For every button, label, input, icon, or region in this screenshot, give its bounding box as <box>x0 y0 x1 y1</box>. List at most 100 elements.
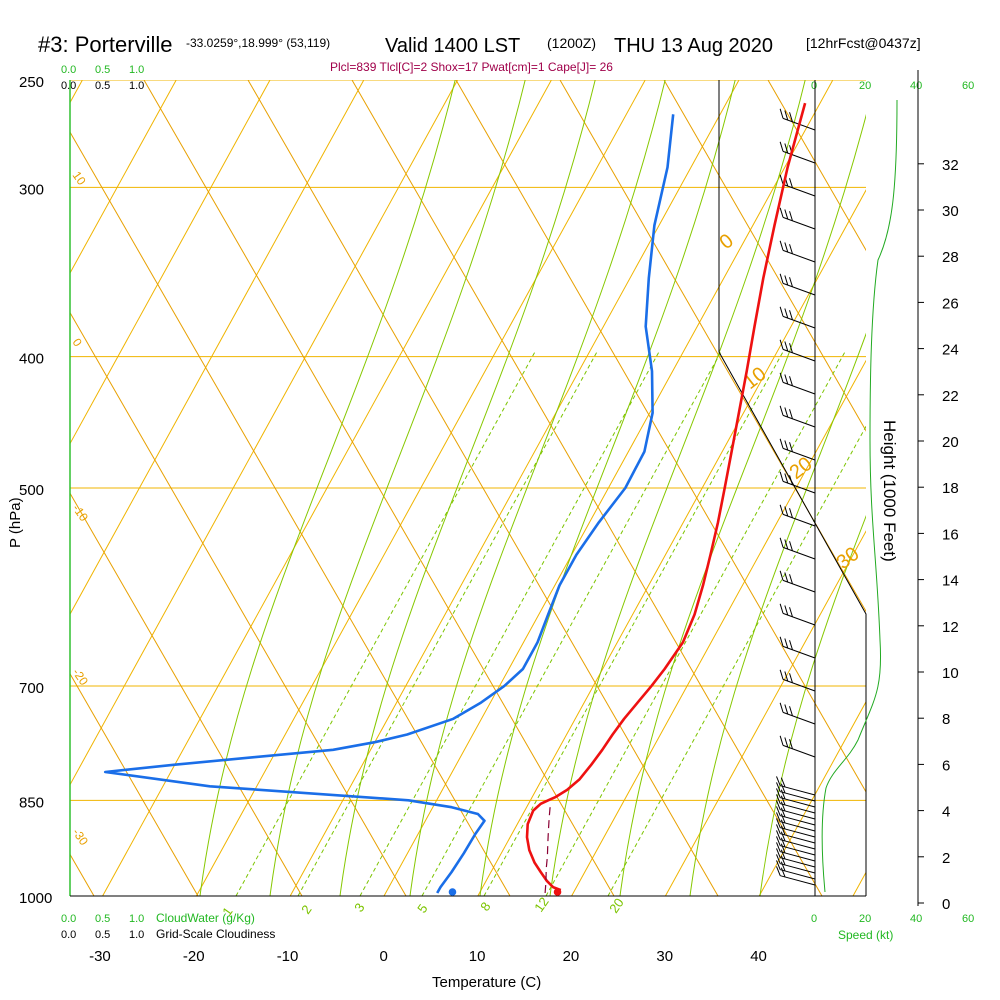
cloud-water-label: CloudWater (g/Kg) <box>156 911 255 925</box>
parcel-profile-line <box>544 807 551 894</box>
speed-tick-top: 40 <box>910 80 922 92</box>
dewpoint-surface-dot <box>448 888 457 896</box>
grid-layer <box>70 80 1000 896</box>
mixing-ratio-line <box>359 349 661 896</box>
wind-barb <box>779 372 816 395</box>
moist-adiabat-line <box>759 514 866 896</box>
dry-adiabat-line <box>70 672 199 896</box>
wind-barb <box>779 504 816 527</box>
speed-tick-top: 0 <box>811 80 817 92</box>
height-tick-label: 28 <box>942 249 959 266</box>
moist-adiabat-line <box>479 80 736 896</box>
forecast-info: [12hrFcst@0437z] <box>806 35 921 51</box>
cloud-water-tick: 1.0 <box>129 913 144 925</box>
pressure-tick-label: 250 <box>19 74 44 91</box>
mixing-ratio-label: 8 <box>477 899 493 914</box>
wind-barb <box>776 848 816 868</box>
speed-tick-top: 60 <box>962 80 974 92</box>
temperature-tick-label: 0 <box>380 948 388 965</box>
speed-tick-bottom: 40 <box>910 913 922 925</box>
cloud-water-tick: 0.5 <box>95 64 110 76</box>
wind-barb <box>776 842 816 862</box>
height-tick-label: 14 <box>942 573 959 590</box>
wind-barb <box>779 273 816 296</box>
isotherm-line <box>70 80 365 616</box>
mixing-ratio-line <box>297 349 599 896</box>
cloud-water-tick: 0.0 <box>61 64 76 76</box>
isotherm-line <box>195 80 646 896</box>
wind-barb <box>779 405 816 428</box>
height-tick-label: 6 <box>942 757 950 774</box>
height-tick-label: 2 <box>942 850 950 867</box>
wind-barb <box>776 824 816 844</box>
isotherm-line <box>383 80 834 896</box>
mixing-ratio-label: 12 <box>531 894 552 914</box>
dry-adiabat-line <box>455 80 866 793</box>
speed-tick-bottom: 60 <box>962 913 974 925</box>
cloudiness-tick: 0.5 <box>95 929 110 941</box>
dewpoint-profile-line <box>103 114 675 894</box>
bottom-left-scales: 0.0 0.5 1.0 CloudWater (g/Kg) 0.0 0.5 1.… <box>61 911 275 941</box>
pressure-tick-label: 400 <box>19 351 44 368</box>
valid-date: THU 13 Aug 2020 <box>614 35 773 57</box>
cloudiness-tick: 1.0 <box>129 929 144 941</box>
dry-adiabat-line <box>70 131 511 896</box>
wind-barb <box>776 818 816 838</box>
wind-barb <box>779 669 816 692</box>
mixing-ratio-label: 2 <box>298 902 314 917</box>
height-tick-label: 32 <box>942 157 959 174</box>
profile-layer <box>103 102 807 896</box>
dry-adiabat-label: 0 <box>70 336 85 350</box>
height-tick-label: 10 <box>942 665 959 682</box>
cloudiness-tick: 0.5 <box>95 80 110 92</box>
cloud-water-tick: 1.0 <box>129 64 144 76</box>
mixing-ratio-line <box>421 349 723 896</box>
isotherm-line <box>70 80 271 445</box>
moist-adiabat-label: 30 <box>833 543 864 574</box>
wind-barb <box>779 306 816 329</box>
moist-adiabat-line <box>409 80 666 896</box>
dry-adiabat-line <box>70 311 407 896</box>
valid-time: Valid 1400 LST <box>385 35 520 57</box>
speed-profile-line <box>821 99 898 893</box>
wind-barb <box>776 776 816 796</box>
temperature-tick-label: -30 <box>89 948 111 965</box>
isotherm-line <box>758 700 866 896</box>
mixing-ratio-line <box>545 349 847 896</box>
wind-barb <box>779 570 816 593</box>
speed-tick-bottom: 0 <box>811 913 817 925</box>
temperature-tick-label: -10 <box>277 948 299 965</box>
dry-adiabat-line <box>247 80 719 896</box>
cloudiness-tick: 0.0 <box>61 929 76 941</box>
wind-barb <box>779 471 816 494</box>
dry-adiabat-label: -10 <box>70 502 92 525</box>
temperature-tick-label: 20 <box>563 948 580 965</box>
station-coords: -33.0259°,18.999° (53,119) <box>186 36 330 50</box>
wind-barb <box>779 537 816 560</box>
indices-line: Plcl=839 Tlcl[C]=2 Shox=17 Pwat[cm]=1 Ca… <box>330 60 613 74</box>
height-tick-label: 12 <box>942 619 959 636</box>
pressure-tick-label: 850 <box>19 794 44 811</box>
moist-adiabat-line <box>199 80 456 896</box>
height-tick-label: 16 <box>942 526 959 543</box>
wind-barb <box>776 806 816 826</box>
height-tick-label: 20 <box>942 434 959 451</box>
dry-adiabat-line <box>976 80 1000 896</box>
mixing-ratio-label: 5 <box>414 901 430 916</box>
moist-adiabat-line <box>619 113 866 896</box>
isotherm-line <box>102 80 552 896</box>
wind-barb <box>776 830 816 850</box>
height-tick-label: 4 <box>942 804 950 821</box>
speed-tick-bottom: 20 <box>859 913 871 925</box>
top-left-scales: 0.0 0.5 1.0 0.0 0.5 1.0 <box>61 64 144 92</box>
cloudiness-tick: 0.0 <box>61 80 76 92</box>
frame-layer <box>69 70 919 906</box>
wind-barb <box>776 860 816 880</box>
mixing-ratio-line <box>235 349 537 896</box>
station-title: #3: Porterville <box>38 32 173 57</box>
height-axis-title: Height (1000 Feet) <box>880 420 899 562</box>
wind-barb <box>779 735 816 758</box>
temperature-profile-line <box>525 102 807 892</box>
pressure-tick-label: 500 <box>19 482 44 499</box>
